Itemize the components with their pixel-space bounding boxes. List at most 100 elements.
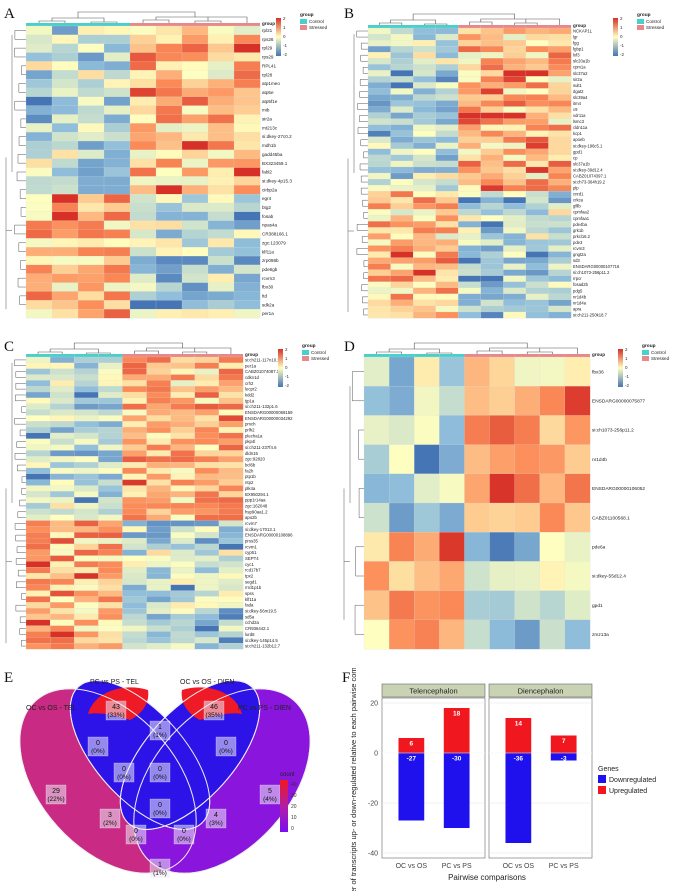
gene-label: CABZ01074397.1 xyxy=(573,173,607,178)
venn-region-label: 0(0%) xyxy=(87,736,109,757)
venn-legend-tick: 20 xyxy=(291,804,297,810)
heatmap-cell xyxy=(98,485,123,492)
heatmap-cell xyxy=(458,215,482,222)
heatmap-cell xyxy=(413,178,436,186)
heatmap-cell xyxy=(367,203,391,210)
heatmap-cell xyxy=(389,502,415,533)
heatmap-cell xyxy=(564,532,591,562)
heatmap-cell xyxy=(389,473,415,504)
heatmap-cell xyxy=(25,438,51,445)
bar-downregulated xyxy=(550,753,577,761)
heatmap-cell xyxy=(390,46,414,53)
heatmap-cell xyxy=(103,87,131,98)
heatmap-cell xyxy=(77,264,105,275)
heatmap-cell xyxy=(503,275,527,283)
heatmap-cell xyxy=(233,78,261,89)
heatmap-cell xyxy=(413,257,436,264)
heatmap-cell xyxy=(170,374,196,381)
heatmap-cell xyxy=(233,43,261,53)
heatmap-cell xyxy=(194,561,220,568)
heatmap-cell xyxy=(207,123,235,133)
heatmap-cell xyxy=(25,444,51,451)
heatmap-cell xyxy=(51,132,79,142)
heatmap-cell xyxy=(181,309,209,319)
heatmap-cell xyxy=(435,257,459,264)
heatmap-cell xyxy=(170,602,196,609)
heatmap-cell xyxy=(194,491,220,498)
gene-label: dldn15 xyxy=(245,451,259,456)
heatmap-cell xyxy=(525,215,549,222)
gene-label: crkca xyxy=(573,198,584,203)
gene-label: rpl29 xyxy=(262,46,273,51)
panel-label-b: B xyxy=(344,6,355,22)
heatmap-cell xyxy=(218,532,244,539)
legend-item-label: Stressed xyxy=(646,25,665,30)
heatmap-cell xyxy=(103,176,131,186)
heatmap-cell xyxy=(122,397,147,405)
heatmap-cell xyxy=(98,386,123,393)
heatmap-cell xyxy=(25,300,53,310)
heatmap-cell xyxy=(218,643,244,650)
heatmap-cell xyxy=(525,148,549,156)
gene-label: plp xyxy=(573,186,579,191)
heatmap-cell xyxy=(218,526,244,533)
heatmap-cell xyxy=(74,567,99,574)
heatmap-cell xyxy=(503,251,527,258)
gene-label: gngt2a xyxy=(573,252,586,257)
heatmap-cell xyxy=(413,166,436,174)
gene-label: zmz13a xyxy=(592,632,609,638)
column-dendrogram xyxy=(38,11,248,23)
heatmap-cell xyxy=(77,78,105,89)
heatmap-cell xyxy=(170,391,196,399)
heatmap-cell xyxy=(181,185,209,195)
heatmap-cell xyxy=(390,142,414,150)
heatmap-cell xyxy=(458,178,482,186)
bar-upregulated xyxy=(550,735,577,753)
svg-text:5: 5 xyxy=(268,788,272,795)
heatmap-cell xyxy=(503,227,527,234)
heatmap-cell xyxy=(77,238,105,248)
heatmap-cell xyxy=(525,281,549,289)
scale-tick-label: 1 xyxy=(285,356,288,361)
heatmap-cell xyxy=(548,148,572,156)
gene-label: cyp51 xyxy=(245,550,257,555)
gene-label: ENSDARG00000107716 xyxy=(573,264,620,269)
gene-label: zgc:123079 xyxy=(262,240,286,245)
heatmap-cell xyxy=(435,203,459,210)
scale-tick-label: 2 xyxy=(620,16,623,21)
heatmap-cell xyxy=(233,202,261,213)
heatmap-cell xyxy=(25,426,51,434)
heatmap-cell xyxy=(155,300,183,310)
heatmap-cell xyxy=(77,61,105,71)
heatmap-cell xyxy=(548,76,572,83)
bar-upregulated xyxy=(505,718,532,753)
heatmap-cell xyxy=(390,269,414,277)
heatmap-cell xyxy=(146,520,171,527)
heatmap-d: groupfbx36ENSDARG00000075877si:ch1073-25… xyxy=(343,342,670,650)
heatmap-cell xyxy=(480,209,504,216)
heatmap-cell xyxy=(103,140,131,151)
bar-chart: Number of transcripts up- or down-regula… xyxy=(349,643,656,896)
heatmap-cell xyxy=(367,27,391,35)
bar-downregulated xyxy=(505,753,532,843)
heatmap-cell xyxy=(194,555,220,562)
group-bar-cell xyxy=(489,354,515,357)
heatmap-cell xyxy=(413,76,436,83)
heatmap-cell xyxy=(25,264,53,275)
gene-label: vdr11a xyxy=(573,113,586,118)
heatmap-cell xyxy=(194,397,220,405)
heatmap-cell xyxy=(207,70,235,80)
heatmap-cell xyxy=(548,203,572,210)
heatmap-cell xyxy=(25,52,53,62)
bar-legend-swatch xyxy=(598,775,606,783)
heatmap-cell xyxy=(77,211,105,221)
venn-region-label: 1(1%) xyxy=(149,858,171,879)
heatmap-cell xyxy=(103,247,131,257)
scale-tick-label: 2 xyxy=(283,16,286,21)
heatmap-cell xyxy=(435,142,459,150)
heatmap-cell xyxy=(503,39,527,47)
gene-label: atp1meo xyxy=(262,81,280,86)
heatmap-cell xyxy=(503,239,527,246)
heatmap-cell xyxy=(103,202,131,213)
heatmap-cell xyxy=(25,176,53,186)
